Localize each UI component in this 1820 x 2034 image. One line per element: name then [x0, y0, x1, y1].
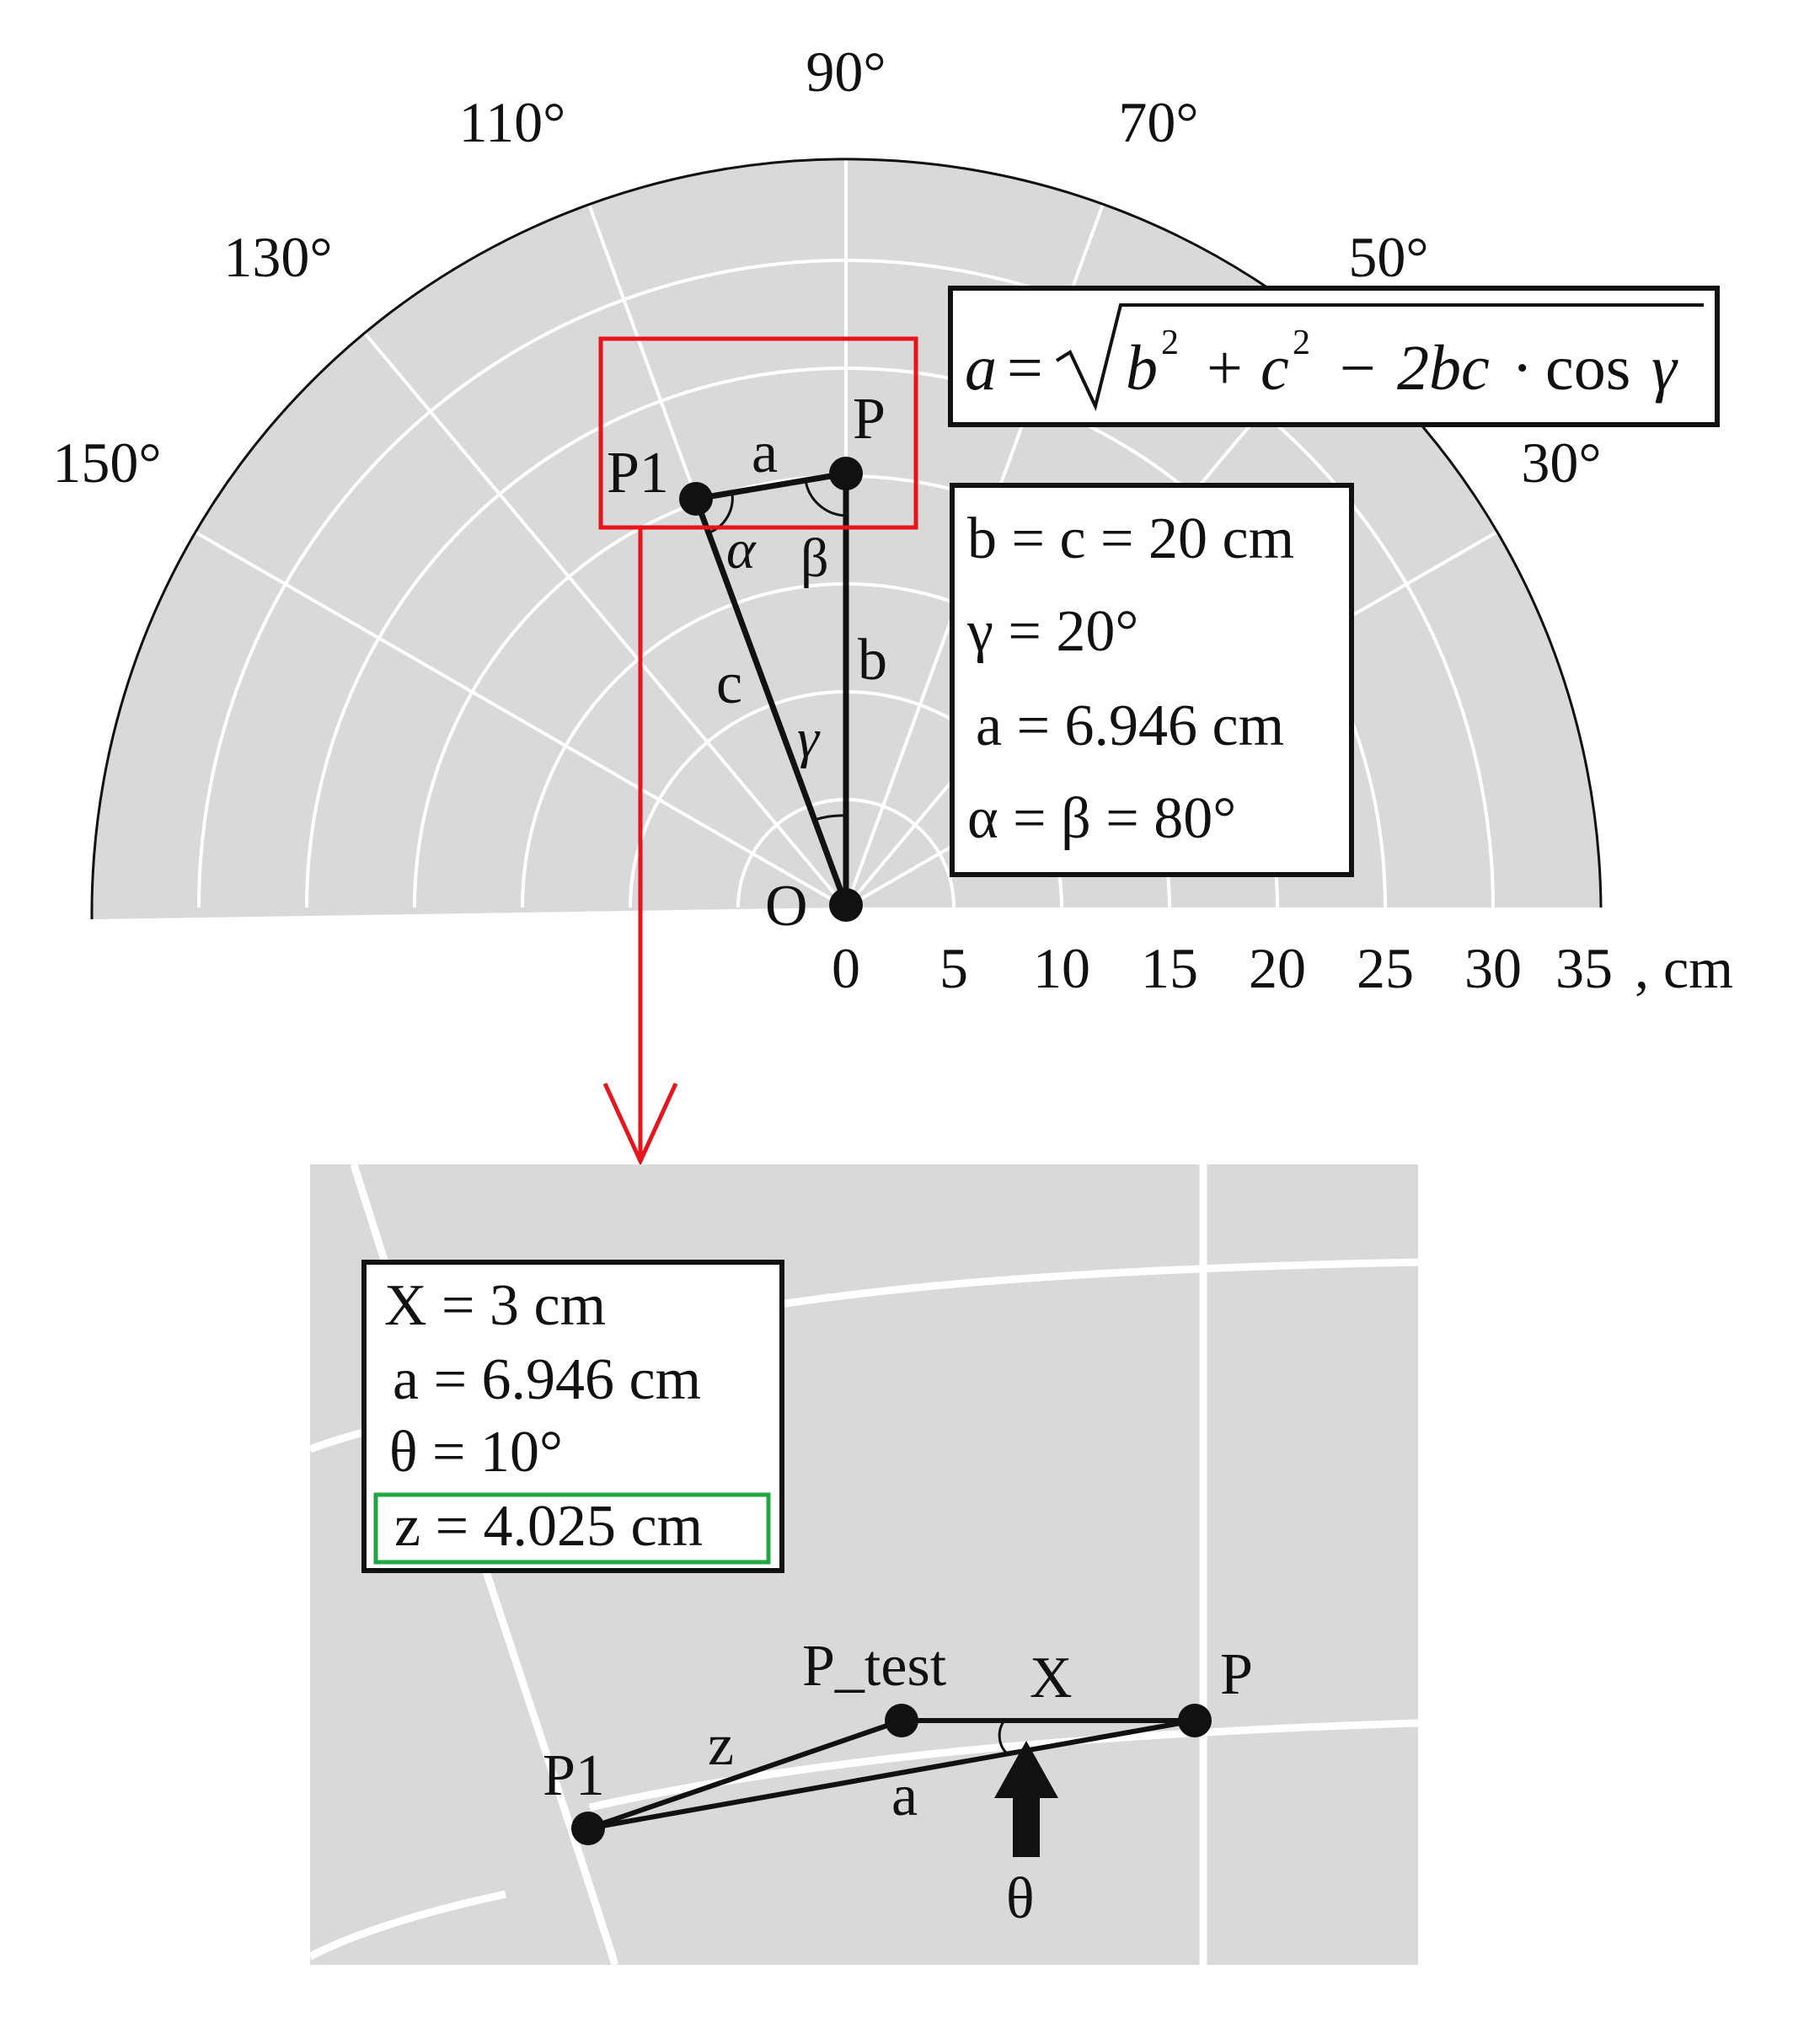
formula-gamma: γ [1651, 333, 1678, 404]
formula-equals: = [1007, 333, 1043, 404]
zoom-label-P1: P1 [543, 1743, 605, 1808]
zoom-label-z: z [708, 1713, 734, 1778]
angle-arcs [709, 479, 847, 822]
formula-c: c [1261, 333, 1289, 404]
radial-tick-20: 20 [1249, 936, 1306, 1000]
formula-cos: cos [1545, 333, 1630, 404]
radial-tick-10: 10 [1033, 936, 1090, 1000]
radial-tick-30: 30 [1464, 936, 1522, 1000]
gamma-arc [814, 814, 847, 822]
label-P1: P1 [607, 441, 669, 506]
param-line-gamma: γ = 20° [966, 599, 1138, 664]
beta-arc [804, 479, 847, 517]
point-O [829, 888, 863, 922]
segment-c-line [693, 497, 849, 907]
label-beta: β [800, 527, 829, 589]
radial-tick-5: 5 [939, 936, 968, 1000]
zoom-label-a: a [891, 1764, 918, 1828]
zoom-segment-a [587, 1718, 1196, 1831]
param-line-alpha-beta: α = β = 80° [967, 786, 1236, 851]
formula-b: b [1126, 333, 1158, 404]
zoom-point-P_test [885, 1704, 918, 1737]
angle-label-110: 110° [459, 90, 566, 154]
zoom-segment-z [587, 1718, 902, 1831]
zoom-arrow-head [602, 1082, 678, 1167]
theta-pointer-arrow [994, 1741, 1058, 1857]
zoom-label-P: P [1220, 1642, 1253, 1707]
zoom-line-theta: θ = 10° [389, 1420, 563, 1485]
zoom-result-z: z = 4.025 cm [394, 1494, 703, 1559]
radial-tick-25: 25 [1357, 936, 1414, 1000]
label-a: a [752, 420, 778, 485]
polar-outline [90, 157, 1603, 920]
formula-c-exp: 2 [1293, 324, 1310, 362]
label-O: O [765, 874, 808, 939]
result-highlight-box [373, 1492, 771, 1565]
sqrt-sign [1055, 303, 1704, 411]
formula-lhs: a [965, 333, 997, 404]
polar-plot: 90° 110° 70° 130° 50° 150° 30° 0 5 10 15… [52, 40, 1733, 1000]
zoom-points [571, 1704, 1212, 1845]
point-P [829, 457, 863, 490]
radial-tick-35: 35 [1555, 936, 1613, 1000]
highlight-box [598, 336, 918, 530]
angle-label-150: 150° [52, 431, 161, 495]
zoom-label-P_test: P_test [802, 1634, 947, 1699]
label-P: P [853, 387, 886, 452]
label-gamma: γ [797, 708, 821, 769]
label-b: b [858, 628, 887, 693]
theta-arc [998, 1720, 1009, 1756]
triangle [693, 470, 849, 907]
point-P1 [679, 482, 713, 516]
radial-tick-15: 15 [1141, 936, 1198, 1000]
zoom-info-box: X = 3 cm a = 6.946 cm θ = 10° z = 4.025 … [361, 1260, 784, 1573]
formula-b-exp: 2 [1161, 324, 1179, 362]
formula-plus: + [1207, 333, 1243, 404]
label-c: c [716, 651, 742, 716]
zoom-label-theta: θ [1006, 1866, 1035, 1931]
params-box: b = c = 20 cm γ = 20° a = 6.946 cm α = β… [950, 483, 1354, 877]
formula-dot: · [1512, 333, 1533, 404]
zoom-label-X: X [1030, 1646, 1073, 1710]
zoom-panel: P1 P_test P X z a θ X = 3 cm a = 6.946 c… [310, 1164, 1418, 1965]
angle-label-70: 70° [1118, 90, 1198, 154]
angle-label-90: 90° [806, 40, 886, 104]
formula-minus: − [1340, 333, 1376, 404]
zoom-line-a: a = 6.946 cm [393, 1347, 701, 1412]
zoom-line-X: X = 3 cm [384, 1273, 606, 1338]
zoom-segments [587, 1718, 1196, 1831]
segment-a-line [695, 470, 847, 502]
alpha-arc [709, 493, 734, 534]
radial-unit: , cm [1635, 936, 1733, 1000]
formula-2bc: 2bc [1397, 333, 1490, 404]
radial-tick-0: 0 [832, 936, 860, 1000]
param-line-a: a = 6.946 cm [976, 693, 1284, 758]
triangle-points [679, 457, 863, 922]
zoom-point-P1 [571, 1812, 605, 1845]
angle-label-50: 50° [1348, 225, 1428, 289]
formula-box: a = b 2 + c 2 − 2bc · cos γ [948, 286, 1720, 427]
param-line-bc: b = c = 20 cm [967, 506, 1294, 571]
angle-label-130: 130° [223, 225, 332, 289]
angle-label-30: 30° [1521, 431, 1601, 495]
zoom-point-P [1178, 1704, 1212, 1737]
